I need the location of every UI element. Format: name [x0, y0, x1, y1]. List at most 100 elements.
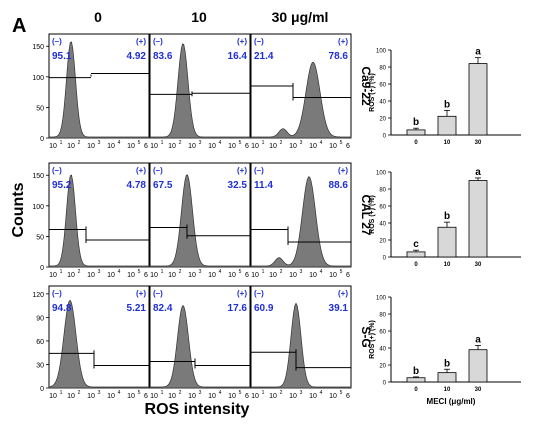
positive-percent: 4.92 — [127, 51, 147, 62]
bar — [468, 63, 488, 136]
y-tick-label: 0 — [383, 256, 387, 262]
quadrant-pos-label: (+) — [338, 289, 348, 298]
histogram-curve — [149, 305, 251, 389]
quadrant-pos-label: (+) — [338, 37, 348, 46]
histogram-curve — [250, 61, 352, 139]
y-axis-label-counts: Counts — [10, 182, 27, 237]
y-tick-label: 120 — [32, 292, 44, 299]
negative-percent: 83.6 — [153, 51, 173, 62]
y-tick-label: 60 — [36, 339, 44, 346]
negative-percent: 95.1 — [52, 51, 72, 62]
positive-percent: 32.5 — [228, 180, 248, 191]
x-tick-label: 5 — [340, 269, 343, 275]
x-tick-label: 5 — [340, 390, 343, 396]
x-tick-label: 2 — [280, 390, 283, 396]
quadrant-pos-label: (+) — [136, 166, 146, 175]
cell-line-label: CAL 27 — [359, 194, 373, 235]
x-tick-label: 10 — [208, 272, 216, 279]
x-tick-label: 3 — [300, 140, 303, 146]
quadrant-pos-label: (+) — [338, 166, 348, 175]
x-tick-label: 10 — [228, 143, 236, 150]
x-tick-label: 10 — [269, 272, 277, 279]
x-tick-label: 2 — [280, 140, 283, 146]
x-tick-label: 2 — [78, 390, 81, 396]
y-tick-label: 40 — [379, 100, 386, 106]
y-tick-label: 20 — [379, 239, 386, 245]
x-tick-label: 10 — [67, 143, 75, 150]
x-axis-label-ros-intensity: ROS intensity — [145, 401, 250, 418]
bar — [437, 226, 457, 258]
x-tick-label: 10 — [444, 387, 451, 393]
x-tick-label: 10 — [188, 393, 196, 400]
x-tick-label: 10 — [87, 393, 95, 400]
quadrant-pos-label: (+) — [237, 37, 247, 46]
x-tick-label: 5 — [340, 140, 343, 146]
y-tick-label: 50 — [36, 105, 44, 112]
x-tick-label: 6 — [245, 393, 249, 400]
x-tick-label: 10 — [150, 272, 158, 279]
x-tick-label: 10 — [127, 393, 135, 400]
bar — [437, 115, 457, 136]
x-tick-label: 30 — [475, 140, 482, 146]
x-tick-label: 10 — [87, 143, 95, 150]
x-tick-label: 4 — [320, 390, 323, 396]
negative-percent: 95.2 — [52, 180, 72, 191]
quadrant-pos-label: (+) — [136, 37, 146, 46]
x-tick-label: 3 — [199, 140, 202, 146]
x-tick-label: 10 — [208, 393, 216, 400]
x-tick-label: 2 — [179, 269, 182, 275]
positive-percent: 88.6 — [329, 180, 349, 191]
x-tick-label: 10 — [251, 272, 259, 279]
figure-label: A — [12, 15, 26, 37]
histogram-curve — [149, 174, 251, 268]
x-tick-label: 10 — [228, 393, 236, 400]
x-tick-label: 10 — [188, 272, 196, 279]
x-tick-label: 4 — [219, 140, 222, 146]
x-tick-label: 10 — [269, 143, 277, 150]
x-tick-label: 10 — [329, 393, 337, 400]
x-tick-label: 10 — [67, 272, 75, 279]
x-tick-label: 3 — [300, 390, 303, 396]
x-tick-label: 2 — [78, 140, 81, 146]
x-tick-label: 30 — [475, 387, 482, 393]
x-tick-label: 4 — [320, 269, 323, 275]
x-tick-label: 2 — [179, 390, 182, 396]
x-tick-label: 4 — [219, 269, 222, 275]
x-tick-label: 10 — [188, 143, 196, 150]
bar — [468, 349, 488, 383]
y-tick-label: 0 — [383, 381, 387, 387]
y-tick-label: 40 — [379, 347, 386, 353]
x-tick-label: 6 — [245, 143, 249, 150]
histogram-curve — [250, 302, 352, 389]
positive-percent: 39.1 — [329, 303, 349, 314]
quadrant-neg-label: (–) — [254, 289, 264, 298]
x-tick-label: 1 — [262, 269, 265, 275]
x-tick-label: 1 — [60, 269, 63, 275]
x-tick-label: 10 — [107, 272, 115, 279]
x-tick-label: 4 — [320, 140, 323, 146]
x-tick-label: 10 — [168, 143, 176, 150]
x-tick-label: 10 — [49, 143, 57, 150]
x-tick-label: 10 — [49, 272, 57, 279]
x-tick-label: 5 — [138, 390, 141, 396]
x-tick-label: 10 — [168, 393, 176, 400]
y-tick-label: 90 — [36, 315, 44, 322]
x-tick-label: 6 — [144, 393, 148, 400]
x-tick-label: 5 — [239, 140, 242, 146]
quadrant-neg-label: (–) — [153, 37, 163, 46]
x-tick-label: 10 — [289, 393, 297, 400]
significance-letter: a — [475, 167, 481, 178]
x-tick-label: 5 — [239, 269, 242, 275]
x-tick-label: 10 — [127, 272, 135, 279]
significance-letter: a — [475, 47, 481, 58]
x-tick-label: 1 — [60, 140, 63, 146]
y-axis-label: ROS (+) (%) — [369, 320, 376, 359]
y-tick-label: 50 — [36, 234, 44, 241]
negative-percent: 11.4 — [254, 180, 273, 191]
column-header-30: 30 μg/ml — [272, 9, 329, 25]
x-tick-label: 10 — [309, 272, 317, 279]
x-tick-label: 6 — [346, 143, 350, 150]
y-tick-label: 100 — [32, 75, 44, 82]
histogram-curve — [149, 43, 251, 139]
y-tick-label: 80 — [379, 188, 386, 194]
